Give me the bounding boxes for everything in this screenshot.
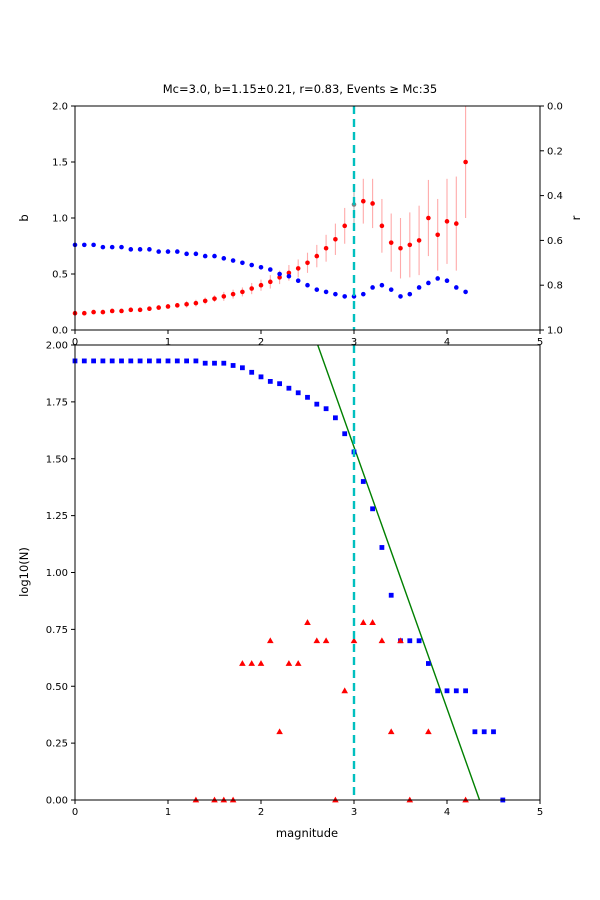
svg-text:5: 5 <box>537 807 543 818</box>
svg-text:1.00: 1.00 <box>46 568 68 579</box>
svg-text:1.75: 1.75 <box>46 397 68 408</box>
svg-text:0.50: 0.50 <box>46 682 68 693</box>
svg-text:0.00: 0.00 <box>46 796 68 807</box>
svg-text:1.25: 1.25 <box>46 511 68 522</box>
svg-text:0.0: 0.0 <box>547 102 563 113</box>
svg-text:1.50: 1.50 <box>46 454 68 465</box>
chart-title: Mc=3.0, b=1.15±0.21, r=0.83, Events ≥ Mc… <box>162 82 438 96</box>
svg-text:2.00: 2.00 <box>46 341 68 352</box>
svg-text:0.8: 0.8 <box>547 281 563 292</box>
top-right-axis-label: r <box>569 215 583 221</box>
svg-text:2: 2 <box>258 807 264 818</box>
svg-text:4: 4 <box>444 807 450 818</box>
svg-text:0.5: 0.5 <box>52 270 68 281</box>
svg-text:0.25: 0.25 <box>46 739 68 750</box>
svg-text:5: 5 <box>537 337 543 348</box>
bottom-y-axis-label: log10(N) <box>17 547 31 597</box>
svg-text:0.2: 0.2 <box>547 146 563 157</box>
svg-text:0: 0 <box>72 807 78 818</box>
svg-text:3: 3 <box>351 807 357 818</box>
svg-text:0.75: 0.75 <box>46 625 68 636</box>
x-axis-label: magnitude <box>275 826 339 840</box>
svg-text:1.5: 1.5 <box>52 158 68 169</box>
svg-text:1.0: 1.0 <box>547 326 563 337</box>
svg-text:1: 1 <box>165 807 171 818</box>
top-left-axis-label: b <box>17 214 31 222</box>
svg-text:3: 3 <box>351 337 357 348</box>
svg-text:2: 2 <box>258 337 264 348</box>
svg-text:2.0: 2.0 <box>52 102 68 113</box>
svg-text:0: 0 <box>72 337 78 348</box>
svg-text:0.0: 0.0 <box>52 326 68 337</box>
svg-text:1.0: 1.0 <box>52 214 68 225</box>
svg-text:1: 1 <box>165 337 171 348</box>
svg-text:0.6: 0.6 <box>547 236 563 247</box>
svg-text:0.4: 0.4 <box>547 191 563 202</box>
svg-text:4: 4 <box>444 337 450 348</box>
